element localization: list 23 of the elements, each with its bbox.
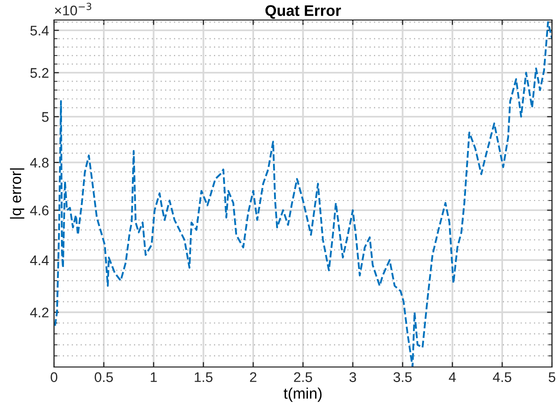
y-tick-label: 5.4 bbox=[30, 26, 49, 36]
y-tick-label: 4.4 bbox=[30, 256, 49, 266]
x-tick-label: 3.5 bbox=[393, 372, 412, 382]
y-tick-label: 4.6 bbox=[30, 206, 49, 216]
x-tick-label: 1 bbox=[150, 372, 157, 382]
x-tick-label: 0.5 bbox=[94, 372, 113, 382]
y-tick-label: 5.2 bbox=[30, 68, 48, 78]
y-tick-label: 4.2 bbox=[30, 308, 48, 318]
x-tick-label: 2 bbox=[250, 372, 256, 382]
y-tick-label: 4.8 bbox=[30, 158, 49, 168]
x-tick-label: 5 bbox=[548, 372, 556, 382]
x-tick-label: 4.5 bbox=[492, 372, 512, 382]
line-series bbox=[54, 21, 552, 367]
text: ×10$^{−3}$ bbox=[54, 2, 92, 16]
x-tick-label: 0 bbox=[50, 372, 58, 382]
x-tick-label: 2.5 bbox=[294, 372, 312, 382]
chart-title: Quat Error bbox=[265, 5, 341, 19]
y-tick-label: 5 bbox=[42, 112, 49, 122]
y-axis-title: |q error| bbox=[10, 168, 24, 219]
x-axis-title: t(min) bbox=[284, 388, 322, 402]
x-tick-label: 1.5 bbox=[194, 372, 212, 382]
x-tick-label: 3 bbox=[349, 372, 356, 382]
x-tick-label: 4 bbox=[448, 372, 456, 382]
